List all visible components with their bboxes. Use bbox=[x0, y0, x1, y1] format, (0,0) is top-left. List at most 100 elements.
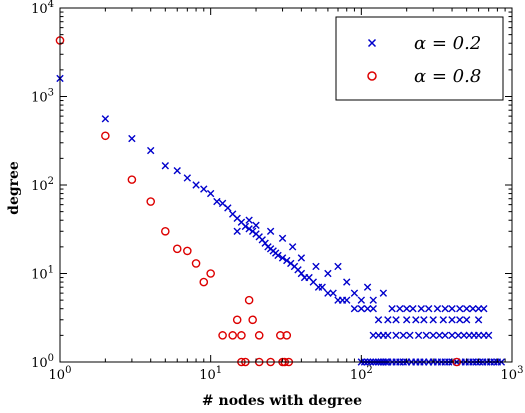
data-point-x-marker bbox=[456, 305, 464, 313]
data-point-x-marker bbox=[441, 305, 449, 313]
data-point-x-marker bbox=[363, 305, 372, 313]
data-point-x-marker bbox=[233, 227, 241, 235]
legend-label: α = 0.8 bbox=[414, 66, 481, 87]
data-point-circle-marker bbox=[191, 259, 201, 268]
data-point-x-marker bbox=[278, 234, 287, 242]
data-point-x-marker bbox=[439, 316, 448, 324]
data-point-circle-marker bbox=[254, 331, 264, 340]
data-point-x-marker bbox=[392, 331, 400, 340]
data-point-x-marker bbox=[224, 204, 232, 212]
data-point-x-marker bbox=[200, 185, 208, 193]
data-point-x-marker bbox=[297, 254, 306, 262]
data-point-x-marker bbox=[369, 296, 377, 304]
data-point-x-marker bbox=[241, 222, 250, 231]
series-1 bbox=[56, 74, 506, 366]
data-point-x-marker bbox=[350, 305, 359, 313]
data-point-x-marker bbox=[384, 331, 392, 340]
data-point-x-marker bbox=[409, 305, 417, 313]
data-point-x-marker bbox=[213, 197, 221, 206]
data-point-x-marker bbox=[462, 316, 471, 324]
x-axis-label: # nodes with degree bbox=[202, 393, 362, 409]
data-point-x-marker bbox=[435, 331, 444, 340]
data-point-x-marker bbox=[396, 305, 404, 313]
data-point-x-marker bbox=[363, 283, 372, 291]
data-point-circle-marker bbox=[248, 315, 257, 325]
data-point-x-marker bbox=[161, 162, 170, 170]
data-point-circle-marker bbox=[172, 244, 182, 254]
data-point-x-marker bbox=[357, 305, 366, 313]
y-tick-label: 104 bbox=[31, 0, 54, 17]
data-point-x-marker bbox=[343, 296, 351, 304]
data-point-x-marker bbox=[462, 305, 471, 313]
data-point-x-marker bbox=[252, 221, 260, 230]
legend-circle-marker bbox=[367, 71, 377, 81]
data-point-circle-marker bbox=[183, 246, 192, 256]
y-tick-label: 101 bbox=[31, 265, 54, 283]
data-point-x-marker bbox=[357, 296, 366, 304]
data-point-x-marker bbox=[274, 251, 282, 260]
data-point-x-marker bbox=[402, 305, 411, 313]
data-point-x-marker bbox=[433, 305, 442, 313]
data-point-x-marker bbox=[147, 146, 155, 155]
data-point-x-marker bbox=[283, 256, 291, 265]
series-2 bbox=[55, 36, 462, 367]
data-point-x-marker bbox=[374, 316, 383, 324]
data-point-x-marker bbox=[420, 316, 428, 324]
data-point-x-marker bbox=[414, 331, 423, 340]
data-point-x-marker bbox=[448, 316, 456, 324]
data-point-x-marker bbox=[429, 316, 437, 324]
data-point-x-marker bbox=[484, 331, 493, 340]
data-point-x-marker bbox=[101, 115, 110, 123]
data-point-x-marker bbox=[343, 278, 351, 286]
data-point-circle-marker bbox=[101, 131, 110, 141]
data-point-x-marker bbox=[448, 331, 456, 340]
data-point-x-marker bbox=[183, 174, 192, 182]
data-point-circle-marker bbox=[244, 295, 254, 305]
data-point-x-marker bbox=[384, 316, 392, 324]
data-point-x-marker bbox=[399, 331, 408, 340]
data-point-x-marker bbox=[369, 305, 377, 313]
data-point-circle-marker bbox=[232, 315, 242, 325]
data-point-x-marker bbox=[469, 305, 477, 313]
data-point-circle-marker bbox=[237, 331, 246, 340]
plot-area bbox=[55, 36, 506, 367]
axes: 100 101 102 103 100 101 102 103 104 bbox=[31, 0, 523, 383]
data-point-x-marker bbox=[474, 316, 483, 324]
data-point-x-marker bbox=[402, 316, 411, 324]
legend-x-marker bbox=[367, 38, 377, 48]
data-point-circle-marker bbox=[276, 331, 285, 340]
data-point-x-marker bbox=[312, 262, 320, 271]
data-point-x-marker bbox=[429, 331, 437, 340]
data-point-x-marker bbox=[266, 227, 275, 235]
data-point-x-marker bbox=[318, 283, 326, 291]
data-point-circle-marker bbox=[282, 331, 292, 340]
data-point-x-marker bbox=[448, 305, 456, 313]
data-point-x-marker bbox=[278, 254, 287, 262]
data-point-x-marker bbox=[422, 331, 431, 340]
data-point-circle-marker bbox=[199, 277, 209, 287]
legend-label: α = 0.2 bbox=[414, 33, 481, 54]
data-point-x-marker bbox=[288, 243, 297, 251]
data-point-x-marker bbox=[388, 305, 396, 313]
data-point-x-marker bbox=[406, 331, 414, 340]
data-point-x-marker bbox=[173, 167, 181, 175]
data-point-x-marker bbox=[324, 269, 332, 278]
data-point-circle-marker bbox=[228, 331, 237, 340]
data-point-x-marker bbox=[456, 316, 464, 324]
data-point-x-marker bbox=[417, 305, 425, 313]
data-point-x-marker bbox=[206, 189, 215, 198]
data-point-x-marker bbox=[392, 316, 400, 324]
data-point-x-marker bbox=[412, 316, 420, 324]
data-point-x-marker bbox=[441, 331, 449, 340]
x-tick-label: 102 bbox=[350, 365, 373, 383]
x-tick-label: 100 bbox=[49, 365, 72, 383]
legend-box bbox=[335, 16, 504, 101]
y-tick-label: 100 bbox=[31, 353, 54, 371]
y-tick-label: 102 bbox=[31, 176, 54, 194]
data-point-x-marker bbox=[454, 331, 462, 340]
data-point-x-marker bbox=[480, 305, 488, 313]
legend: α = 0.2 α = 0.8 bbox=[335, 16, 504, 101]
data-point-circle-marker bbox=[206, 269, 215, 278]
data-point-x-marker bbox=[425, 305, 433, 313]
data-point-x-marker bbox=[334, 262, 342, 271]
